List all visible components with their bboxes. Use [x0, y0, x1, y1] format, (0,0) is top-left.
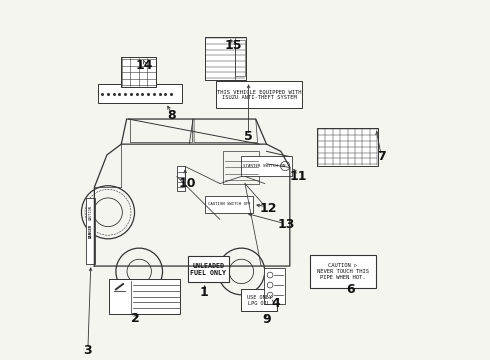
Text: 10: 10 — [179, 177, 196, 190]
FancyBboxPatch shape — [235, 40, 245, 76]
Text: CAUTION SWITCH OFF: CAUTION SWITCH OFF — [208, 202, 250, 206]
Text: 11: 11 — [290, 170, 308, 183]
Text: CAUTION: CAUTION — [89, 205, 93, 220]
FancyBboxPatch shape — [87, 198, 95, 264]
Text: DANGER: DANGER — [89, 224, 93, 238]
Text: 14: 14 — [136, 59, 153, 72]
FancyBboxPatch shape — [122, 57, 156, 87]
FancyBboxPatch shape — [317, 128, 378, 166]
FancyBboxPatch shape — [310, 255, 376, 288]
FancyBboxPatch shape — [242, 156, 292, 176]
Text: UNLEADED
FUEL ONLY: UNLEADED FUEL ONLY — [190, 262, 226, 276]
Text: 5: 5 — [244, 130, 253, 144]
Text: 1: 1 — [199, 287, 208, 300]
Text: USE ONLY
LPG OIL: USE ONLY LPG OIL — [247, 295, 272, 306]
Text: 2: 2 — [131, 311, 140, 325]
Text: 4: 4 — [271, 297, 280, 310]
Text: 8: 8 — [167, 109, 176, 122]
Text: 12: 12 — [260, 202, 277, 215]
Text: 3: 3 — [84, 344, 92, 357]
Text: 9: 9 — [262, 313, 271, 327]
Text: 6: 6 — [346, 283, 355, 296]
FancyBboxPatch shape — [205, 196, 253, 213]
FancyBboxPatch shape — [98, 84, 182, 103]
Text: 15: 15 — [225, 39, 242, 52]
FancyBboxPatch shape — [264, 268, 285, 304]
FancyBboxPatch shape — [242, 289, 277, 311]
FancyBboxPatch shape — [109, 279, 180, 315]
FancyBboxPatch shape — [223, 151, 259, 184]
Text: 13: 13 — [277, 218, 295, 231]
Text: STARTER SWITCH ON: STARTER SWITCH ON — [243, 164, 286, 168]
FancyBboxPatch shape — [177, 166, 185, 191]
FancyBboxPatch shape — [205, 37, 246, 80]
FancyBboxPatch shape — [216, 81, 302, 108]
Text: 7: 7 — [377, 150, 386, 163]
Text: CAUTION ▷
NEVER TOUCH THIS
PIPE WHEN HOT.: CAUTION ▷ NEVER TOUCH THIS PIPE WHEN HOT… — [317, 263, 368, 280]
Text: THIS VEHICLE EQUIPPED WITH
ISUZU ANTI-THEFT SYSTEM: THIS VEHICLE EQUIPPED WITH ISUZU ANTI-TH… — [217, 89, 301, 100]
FancyBboxPatch shape — [188, 256, 229, 282]
